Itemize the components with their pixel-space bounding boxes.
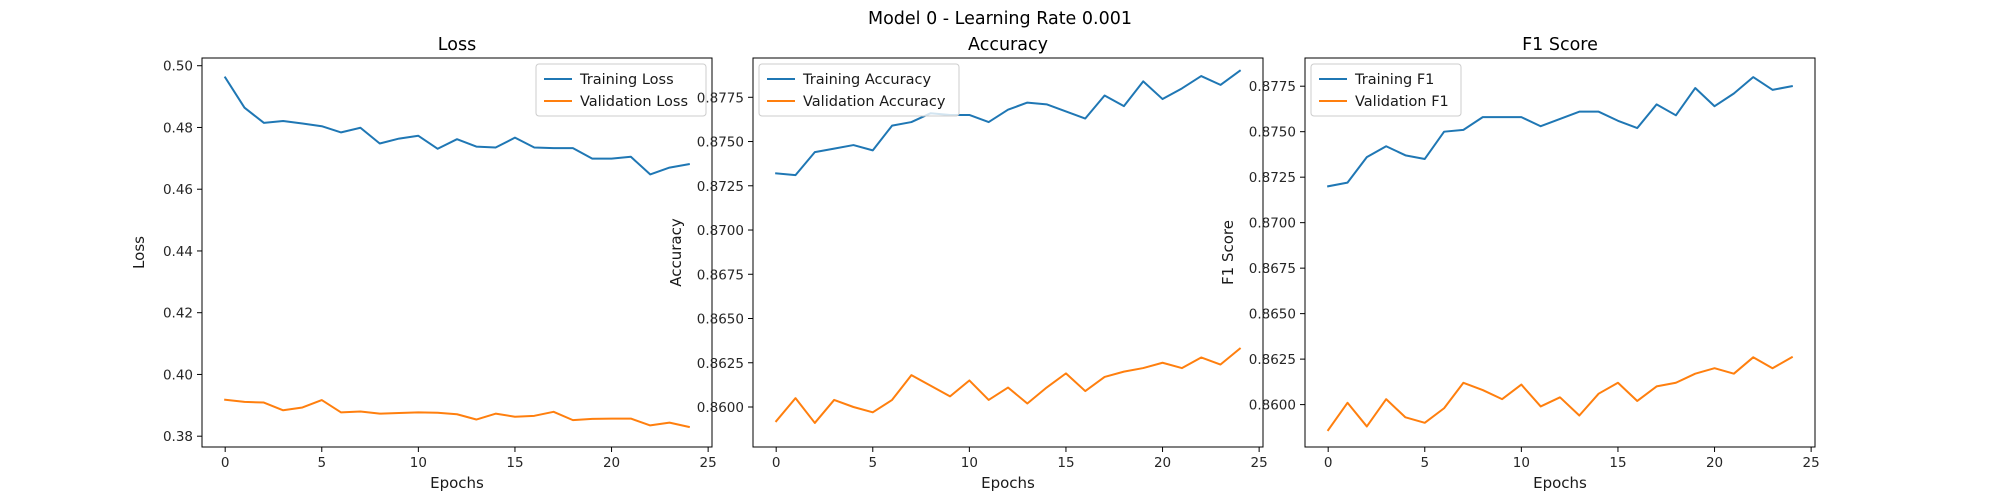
figure-title: Model 0 - Learning Rate 0.001 bbox=[868, 9, 1132, 29]
chart2-legend-box bbox=[1310, 63, 1462, 117]
chart0-x-tick-label: 15 bbox=[506, 455, 523, 471]
chart1-x-tick-label: 25 bbox=[1251, 455, 1268, 471]
chart0-x-tick-label: 25 bbox=[700, 455, 717, 471]
chart0-x-tick-label: 5 bbox=[317, 455, 326, 471]
chart1-y-tick-label: 0.8750 bbox=[697, 135, 744, 151]
chart2-y-tick-label: 0.8750 bbox=[1249, 125, 1296, 141]
chart2-y-axis-label: F1 Score bbox=[1219, 220, 1237, 285]
chart2-y-tick-label: 0.8700 bbox=[1249, 216, 1296, 232]
chart0-x-axis-label: Epochs bbox=[430, 474, 484, 492]
chart2-legend: Training F1 Validation F1 bbox=[1310, 63, 1462, 117]
chart0-y-tick-label: 0.44 bbox=[163, 244, 193, 260]
chart2-title: F1 Score bbox=[1522, 35, 1598, 55]
chart1-title: Accuracy bbox=[968, 35, 1048, 55]
chart0-x-tick-label: 20 bbox=[603, 455, 620, 471]
chart2-x-tick-label: 5 bbox=[1420, 455, 1429, 471]
chart1-axes-frame bbox=[752, 57, 1264, 448]
chart2-x-tick-label: 20 bbox=[1706, 455, 1723, 471]
chart0-axes-frame bbox=[201, 57, 713, 448]
chart1-y-tick-label: 0.8700 bbox=[697, 223, 744, 239]
chart0-legend-label-training-loss: Training Loss bbox=[579, 72, 674, 88]
chart2-legend-label-validation-f1: Validation F1 bbox=[1355, 94, 1449, 110]
chart0-y-tick-label: 0.46 bbox=[163, 182, 193, 198]
chart1-legend-box bbox=[758, 63, 960, 117]
chart2-series-line-training-f1 bbox=[1327, 76, 1793, 188]
chart1-y-tick-label: 0.8625 bbox=[697, 356, 744, 372]
chart2-y-tick-label: 0.8775 bbox=[1249, 79, 1296, 95]
chart2-series-lines bbox=[1326, 76, 1794, 432]
chart1-x-tick-label: 0 bbox=[772, 455, 781, 471]
chart0-y-tick-label: 0.38 bbox=[163, 429, 193, 445]
chart1-series-lines bbox=[774, 69, 1242, 424]
chart2-y-tick-label: 0.8600 bbox=[1249, 398, 1296, 414]
chart1-y-tick-label: 0.8675 bbox=[697, 267, 744, 283]
chart1-x-axis-label: Epochs bbox=[981, 474, 1035, 492]
chart2-f1-score-panel: 0 5 10 15 20 25 0.8600 0.8625 0.8650 0.8675 0.8700… bbox=[1219, 35, 1820, 492]
chart0-x-tick-label: 0 bbox=[221, 455, 230, 471]
chart0-legend: Training Loss Validation Loss bbox=[535, 63, 707, 117]
chart2-x-axis-label: Epochs bbox=[1533, 474, 1587, 492]
chart0-title: Loss bbox=[438, 35, 476, 55]
chart1-series-line-validation-accuracy bbox=[774, 347, 1242, 424]
chart0-x-tick-label: 10 bbox=[410, 455, 427, 471]
chart0-y-axis-label: Loss bbox=[130, 236, 148, 269]
chart1-y-tick-label: 0.8725 bbox=[697, 179, 744, 195]
chart1-y-tick-label: 0.8650 bbox=[697, 312, 744, 328]
chart1-y-axis-label: Accuracy bbox=[667, 218, 685, 287]
panels: 0 5 10 15 20 25 0.38 0.40 0.42 0.44 0.46 0.48 0.50 Lo… bbox=[130, 35, 1820, 492]
chart0-y-tick-label: 0.42 bbox=[163, 306, 193, 322]
chart0-legend-box bbox=[535, 63, 707, 117]
chart0-series-line-validation-loss bbox=[224, 398, 691, 429]
chart2-series-line-validation-f1 bbox=[1326, 355, 1794, 432]
chart1-y-tick-label: 0.8600 bbox=[697, 400, 744, 416]
chart1-legend-label-validation-accuracy: Validation Accuracy bbox=[803, 94, 946, 110]
chart2-axes-frame bbox=[1304, 57, 1816, 448]
chart1-series-line-training-accuracy bbox=[775, 69, 1242, 177]
chart1-x-tick-label: 15 bbox=[1057, 455, 1074, 471]
chart1-x-tick-label: 20 bbox=[1154, 455, 1171, 471]
chart2-x-tick-label: 15 bbox=[1609, 455, 1626, 471]
chart2-x-tick-label: 0 bbox=[1324, 455, 1333, 471]
chart0-y-tick-label: 0.48 bbox=[163, 120, 193, 136]
chart0-series-lines bbox=[223, 76, 691, 429]
chart0-legend-label-validation-loss: Validation Loss bbox=[580, 94, 688, 110]
chart2-x-tick-label: 10 bbox=[1513, 455, 1530, 471]
chart2-x-tick-label: 25 bbox=[1803, 455, 1820, 471]
chart1-x-tick-label: 10 bbox=[961, 455, 978, 471]
chart1-legend-label-training-accuracy: Training Accuracy bbox=[802, 72, 931, 88]
chart0-loss-panel: 0 5 10 15 20 25 0.38 0.40 0.42 0.44 0.46 0.48 0.50 Lo… bbox=[130, 35, 717, 492]
chart0-y-tick-label: 0.50 bbox=[163, 59, 193, 75]
chart1-legend: Training Accuracy Validation Accuracy bbox=[758, 63, 960, 117]
chart2-y-tick-label: 0.8725 bbox=[1249, 170, 1296, 186]
chart1-x-tick-label: 5 bbox=[868, 455, 877, 471]
chart0-series-line-training-loss bbox=[223, 76, 690, 176]
chart2-y-tick-label: 0.8675 bbox=[1249, 261, 1296, 277]
chart2-legend-label-training-f1: Training F1 bbox=[1354, 72, 1434, 88]
chart2-y-tick-label: 0.8625 bbox=[1249, 352, 1296, 368]
chart0-y-tick-label: 0.40 bbox=[163, 367, 193, 383]
chart1-y-tick-label: 0.8775 bbox=[697, 90, 744, 106]
chart1-accuracy-panel: 0 5 10 15 20 25 0.8600 0.8625 0.8650 0.8675 0.8700… bbox=[667, 35, 1268, 492]
chart2-y-tick-label: 0.8650 bbox=[1249, 307, 1296, 323]
